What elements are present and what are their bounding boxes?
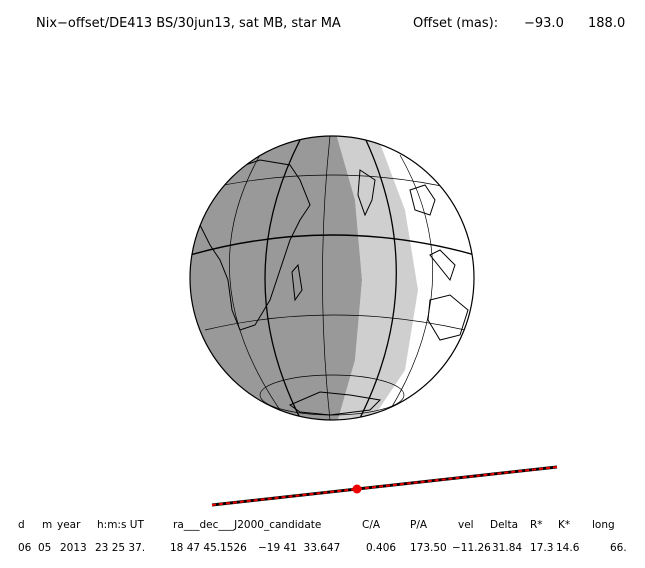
title: Nix−offset/DE413 BS/30jun13, sat MB, sta… [36, 16, 341, 31]
column-header: P/A [410, 519, 428, 531]
closest-approach [352, 484, 362, 494]
table-cell: 05 [38, 542, 51, 554]
table-cell: 14.6 [556, 542, 580, 554]
column-header: m [42, 519, 52, 531]
table-cell: −11.26 [452, 542, 491, 554]
globe [190, 136, 474, 420]
penumbra-band [335, 136, 418, 420]
table-cell: 173.50 [410, 542, 447, 554]
column-header: Delta [490, 519, 518, 531]
table-cell: 31.84 [492, 542, 522, 554]
table-cell: 06 [18, 542, 32, 554]
table-cell: 0.406 [366, 542, 396, 554]
column-header: C/A [362, 519, 381, 531]
column-header: d [18, 519, 25, 531]
column-header: long [592, 519, 615, 531]
table-cell: 17.3 [530, 542, 553, 554]
globe-limb [189, 135, 475, 421]
offset-value: 188.0 [588, 16, 625, 31]
column-header: year [57, 519, 81, 531]
table-cell: 66. [610, 542, 627, 554]
table-cell: −19 41 33.647 [258, 542, 340, 554]
table-cell: 23 25 37. [95, 542, 145, 554]
column-header: ra___dec___J2000_candidate [173, 519, 321, 531]
table-cell: 18 47 45.1526 [170, 542, 247, 554]
offset-value: −93.0 [524, 16, 564, 31]
offset-label: Offset (mas): [413, 16, 498, 31]
satellite-track [211, 465, 558, 507]
column-header: vel [458, 519, 474, 531]
table-cell: 2013 [60, 542, 87, 554]
column-header: h:m:s UT [97, 519, 144, 531]
track-dashes [211, 466, 558, 506]
column-header: K* [558, 519, 570, 531]
column-header: R* [530, 519, 543, 531]
parameter-table: d m year h:m:s UT ra___dec___J2000_candi… [18, 519, 627, 554]
